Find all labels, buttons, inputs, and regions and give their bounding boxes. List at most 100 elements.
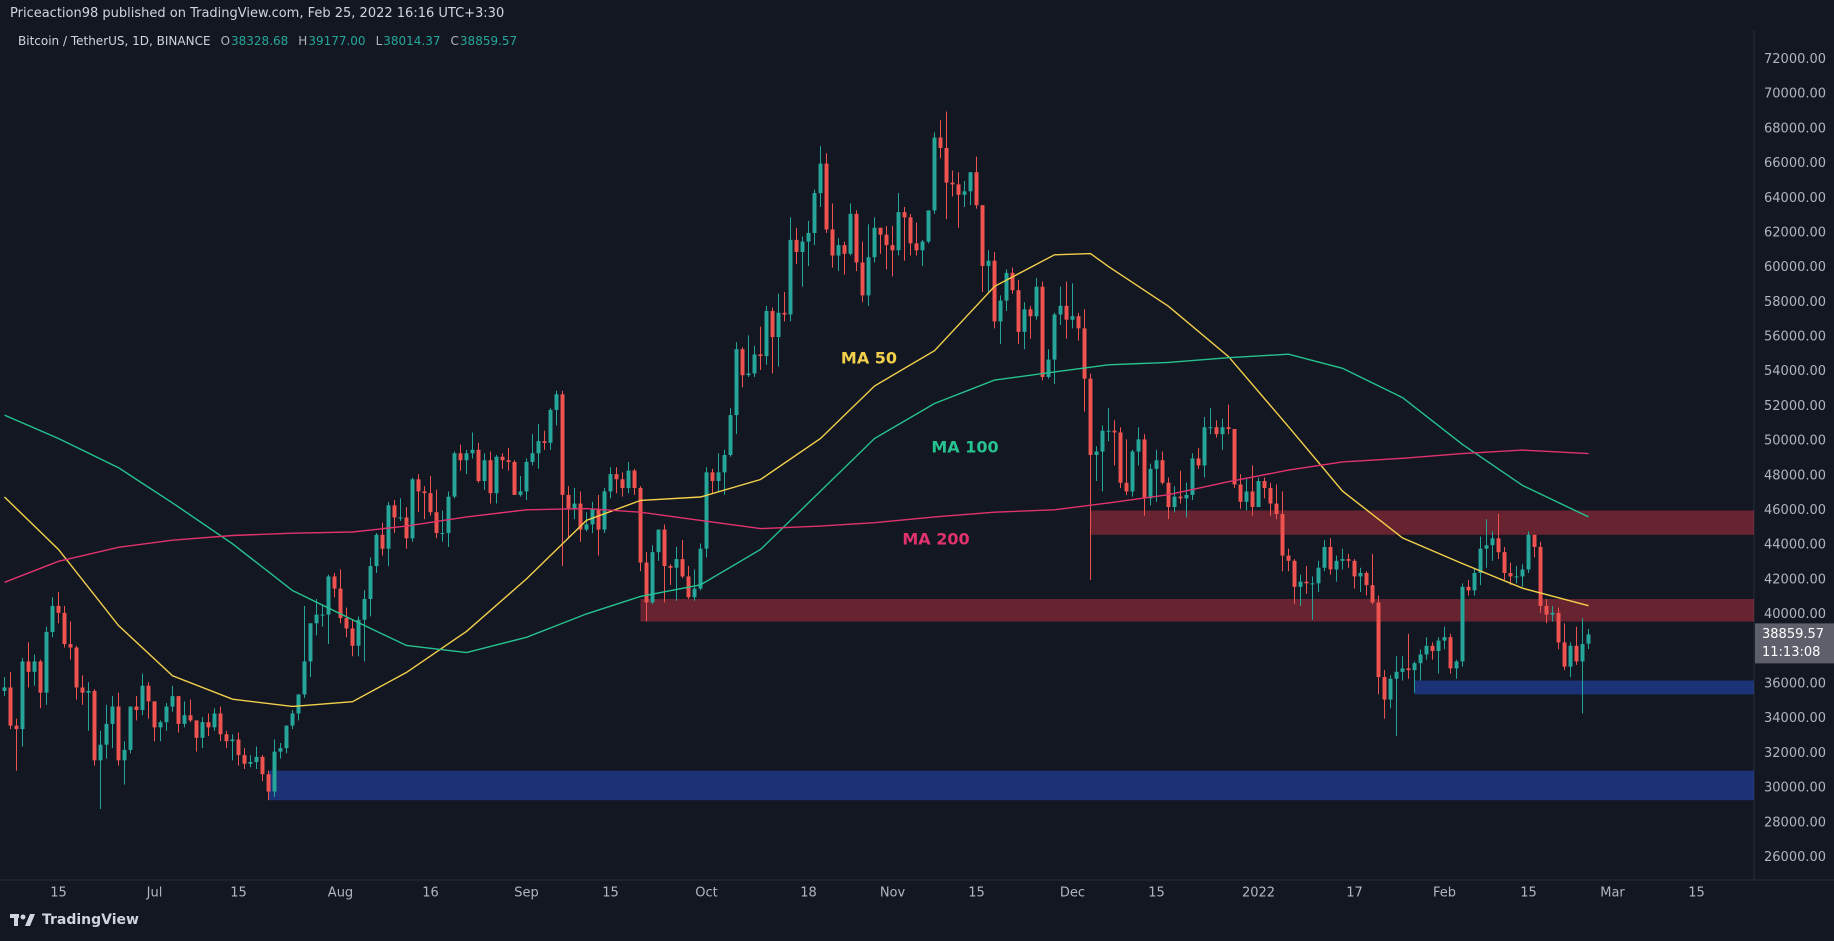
candle-body <box>1064 305 1069 320</box>
candle-body <box>1226 427 1231 429</box>
candle-body <box>632 470 637 488</box>
x-tick-label: 15 <box>602 886 619 901</box>
candle-body <box>356 619 361 646</box>
x-tick-label: Feb <box>1433 886 1456 901</box>
candle-body <box>68 644 73 648</box>
countdown: 11:13:08 <box>1762 645 1820 660</box>
candle-body <box>944 147 949 183</box>
candle-body <box>2 687 7 691</box>
candle-body <box>536 441 541 454</box>
candle-body <box>1010 272 1015 291</box>
candle-body <box>752 354 757 374</box>
candle-body <box>1196 458 1201 466</box>
logo <box>10 914 35 926</box>
candle-body <box>974 172 979 206</box>
candle-body <box>614 474 619 480</box>
candle-body <box>1448 637 1453 669</box>
candle-body <box>110 706 115 724</box>
candle-body <box>578 503 583 530</box>
candle-body <box>962 191 967 195</box>
candle-body <box>200 722 205 738</box>
ohlc-key: L <box>375 34 383 48</box>
candle-body <box>878 227 883 235</box>
candle-body <box>1046 359 1051 377</box>
candle-body <box>104 723 109 745</box>
candle-body <box>56 605 61 613</box>
candle-body <box>1022 309 1027 332</box>
y-tick-label: 56000.00 <box>1764 330 1826 345</box>
candle-body <box>602 491 607 530</box>
candle-body <box>122 749 127 761</box>
candle-body <box>884 234 889 246</box>
candle-body <box>1418 654 1423 664</box>
y-tick-label: 46000.00 <box>1764 503 1826 518</box>
candle-body <box>638 487 643 563</box>
candle-body <box>566 494 571 509</box>
candle-body <box>932 137 937 211</box>
candle-body <box>824 163 829 230</box>
candle-body <box>1154 460 1159 469</box>
candle-body <box>1514 576 1519 578</box>
ohlc-value: 38859.57 <box>459 34 518 48</box>
ma-label: MA 100 <box>931 438 998 457</box>
candle-body <box>1580 644 1585 662</box>
candle-body <box>1526 534 1531 570</box>
candle-body <box>1316 567 1321 584</box>
candle-body <box>848 213 853 254</box>
candle-body <box>398 517 403 519</box>
candle-body <box>368 566 373 599</box>
candle-body <box>164 706 169 723</box>
x-tick-label: Oct <box>695 886 717 901</box>
candle-body <box>1142 439 1147 499</box>
candle-body <box>1244 491 1249 502</box>
candle-body <box>488 460 493 494</box>
candle-body <box>902 212 907 218</box>
candle-body <box>212 713 217 728</box>
candle-body <box>1160 460 1165 483</box>
candle-body <box>350 628 355 646</box>
candle-body <box>1274 503 1279 514</box>
candle-body <box>1544 605 1549 615</box>
candle-body <box>1394 671 1399 679</box>
brand: TradingView <box>42 912 139 928</box>
candle-body <box>266 774 271 792</box>
candle-body <box>1520 569 1525 577</box>
last-price-label: 38859.57 <box>1762 627 1824 642</box>
candle-body <box>872 227 877 258</box>
candle-body <box>656 529 661 553</box>
candle-body <box>1436 640 1441 652</box>
x-tick-label: Sep <box>514 886 539 901</box>
y-tick-label: 44000.00 <box>1764 538 1826 553</box>
candle-body <box>1400 668 1405 672</box>
candle-body <box>182 715 187 724</box>
candle-body <box>1334 560 1339 570</box>
candle-body <box>1298 581 1303 587</box>
candle-body <box>1172 496 1177 508</box>
candle-body <box>242 755 247 764</box>
candle-body <box>1118 432 1123 483</box>
candle-body <box>1466 586 1471 591</box>
candle-body <box>464 453 469 461</box>
candle-body <box>116 706 121 761</box>
y-tick-label: 54000.00 <box>1764 364 1826 379</box>
y-tick-label: 64000.00 <box>1764 191 1826 206</box>
y-tick-label: 62000.00 <box>1764 225 1826 240</box>
candle-body <box>1574 645 1579 662</box>
candle-body <box>1028 309 1033 317</box>
symbol: Bitcoin / TetherUS, 1D, BINANCE <box>18 34 211 48</box>
candle-body <box>1190 458 1195 495</box>
x-tick-label: 15 <box>968 886 985 901</box>
legend: Bitcoin / TetherUS, 1D, BINANCE O 38328.6… <box>18 34 517 48</box>
candle-body <box>38 661 43 693</box>
candle-body <box>416 479 421 492</box>
candle-body <box>1238 484 1243 502</box>
y-tick-label: 50000.00 <box>1764 434 1826 449</box>
candle-body <box>1490 538 1495 546</box>
candle-body <box>710 472 715 482</box>
candle-body <box>1280 513 1285 556</box>
candle-body <box>548 409 553 443</box>
candle-body <box>26 661 31 672</box>
candle-body <box>992 260 997 322</box>
candle-body <box>1004 272 1009 301</box>
candle-body <box>1052 314 1057 360</box>
